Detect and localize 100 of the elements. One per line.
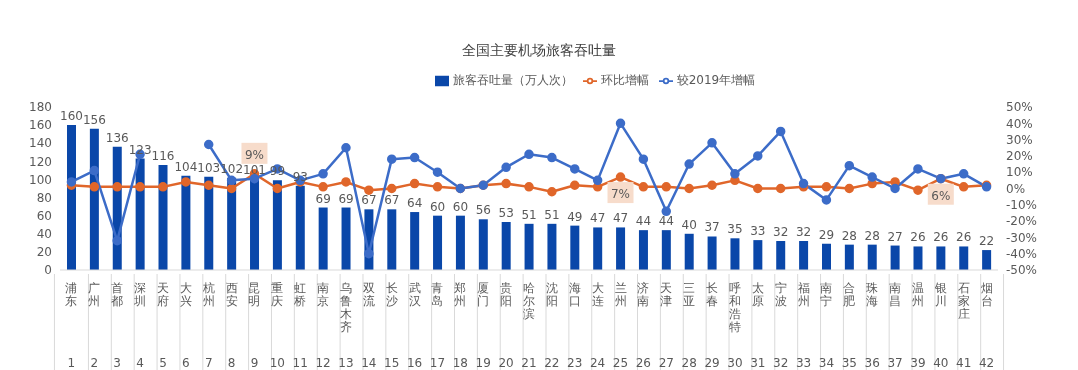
y2-tick-label: 0% [1006, 181, 1026, 196]
data-label: 116 [151, 148, 175, 163]
data-label: 33 [750, 224, 766, 239]
y-tick-label: 100 [29, 172, 52, 187]
text: 3 [113, 356, 122, 370]
text: 42 [978, 356, 995, 370]
y2-tick-label: 50% [1006, 100, 1033, 115]
text: 30 [727, 356, 743, 370]
data-label: 26 [956, 230, 972, 245]
text: 17 [429, 356, 446, 370]
x-tick-label: 武汉 [408, 281, 421, 308]
x-tick-label: 烟台 [980, 281, 993, 308]
x-tick-label: 沈阳 [545, 281, 558, 308]
data-label: 156 [82, 112, 106, 127]
data-label: 26 [910, 230, 926, 245]
x-tick-label: 大兴 [179, 281, 192, 308]
y-tick-label: 40 [36, 227, 52, 242]
chart-title: 全国主要机场旅客吞吐量 [461, 42, 617, 60]
y2-tick-label: 40% [1006, 116, 1033, 131]
data-label: 60 [429, 199, 446, 214]
y2-tick-label: -30% [1006, 230, 1038, 245]
x-tick-label: 重庆 [271, 281, 284, 308]
x-tick-label: 杭州 [201, 281, 215, 308]
x-tick-label: 昆明 [248, 281, 261, 308]
data-label: 22 [978, 234, 995, 249]
text: 23 [567, 356, 583, 370]
x-tick-label: 西安 [225, 281, 238, 308]
y2-tick-label: -10% [1006, 198, 1038, 213]
text: 8 [227, 356, 236, 370]
x-tick-label: 哈尔滨 [523, 281, 535, 321]
y-tick-label: 140 [29, 136, 52, 151]
y-tick-label: 20 [36, 245, 52, 260]
data-label: 9% [244, 147, 264, 162]
data-label: 47 [590, 211, 606, 226]
x-tick-label: 合肥 [843, 281, 856, 308]
text: 21 [521, 356, 537, 370]
x-tick-label: 浦东 [65, 281, 78, 308]
x-tick-label: 南昌 [889, 281, 902, 308]
text: 15 [384, 356, 400, 370]
text: 25 [612, 356, 629, 370]
y2-tick-label: -20% [1006, 214, 1038, 229]
data-label: 53 [498, 206, 514, 221]
text: 10 [269, 356, 285, 370]
x-tick-label: 银川 [933, 281, 947, 308]
data-label: 27 [887, 229, 903, 244]
data-label: 47 [612, 211, 629, 226]
data-label: 29 [818, 227, 835, 242]
x-tick-label: 青岛 [431, 281, 444, 308]
text: 32 [773, 356, 789, 370]
data-label: 44 [635, 214, 652, 229]
data-label: 51 [544, 207, 560, 222]
text: 27 [658, 356, 674, 370]
text: 18 [452, 356, 469, 370]
y-tick-label: 160 [29, 118, 52, 133]
y2-tick-label: 20% [1006, 149, 1033, 164]
data-label: 69 [338, 191, 354, 206]
x-tick-label: 双流 [362, 281, 375, 308]
data-label: 123 [128, 142, 152, 157]
text: 26 [635, 356, 652, 370]
x-tick-label: 海口 [568, 281, 581, 308]
text: 2 [90, 356, 99, 370]
text: 37 [887, 356, 903, 370]
y-tick-label: 0 [44, 263, 52, 278]
data-label: 56 [475, 203, 491, 218]
y2-tick-label: 30% [1006, 132, 1033, 147]
x-tick-label: 兰州 [614, 281, 627, 308]
x-tick-label: 石家庄 [957, 281, 970, 321]
x-tick-label: 首都 [111, 281, 124, 308]
data-label: 136 [105, 130, 129, 145]
x-tick-label: 宁波 [774, 281, 787, 308]
legend-label: 旅客吞吐量（万人次） [452, 73, 573, 87]
x-tick-label: 大连 [591, 281, 604, 308]
text: 33 [795, 356, 812, 370]
data-label: 40 [681, 217, 697, 232]
x-tick-label: 呼和浩特 [728, 281, 741, 334]
x-tick-label: 南京 [317, 281, 330, 308]
data-label: 49 [567, 209, 583, 224]
x-tick-label: 厦门 [477, 281, 490, 308]
x-tick-label: 乌鲁木齐 [339, 281, 352, 334]
data-label: 7% [610, 187, 631, 202]
text: 31 [750, 356, 766, 370]
x-tick-label: 福州 [797, 281, 810, 308]
x-tick-label: 三亚 [683, 281, 696, 308]
data-label: 103 [197, 160, 221, 175]
x-tick-label: 济南 [637, 281, 650, 308]
x-tick-label: 太原 [751, 281, 764, 308]
y-tick-label: 180 [29, 100, 52, 115]
y2-tick-label: -40% [1006, 246, 1038, 261]
x-tick-label: 虹桥 [293, 281, 307, 308]
data-label: 51 [521, 207, 537, 222]
y-tick-label: 80 [36, 190, 52, 205]
data-label: 37 [704, 220, 720, 235]
x-tick-label: 天府 [156, 281, 169, 308]
data-label: 104 [174, 159, 198, 174]
x-tick-label: 天津 [660, 281, 673, 308]
y2-tick-label: 10% [1006, 165, 1033, 180]
text: 22 [544, 356, 560, 370]
x-tick-label: 南宁 [820, 281, 833, 308]
text: 9 [250, 356, 259, 370]
text: 29 [704, 356, 720, 370]
